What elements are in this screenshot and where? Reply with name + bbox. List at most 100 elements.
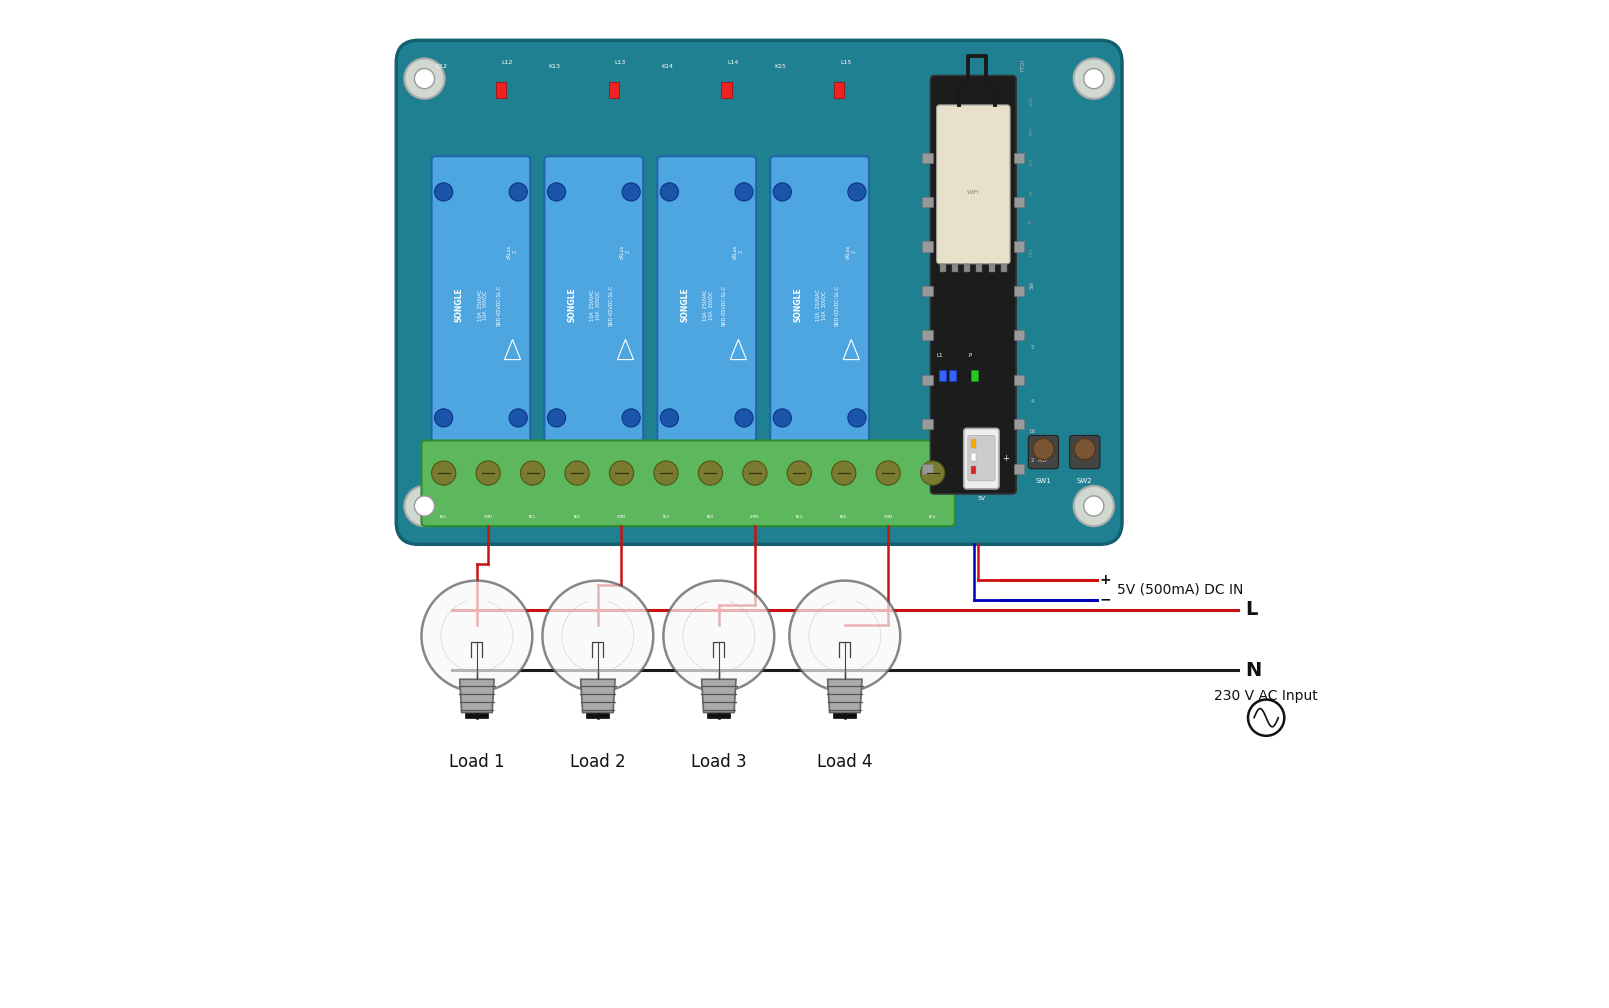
Circle shape [404, 58, 444, 99]
Text: SW1: SW1 [1036, 478, 1051, 484]
Text: SW: SW [1030, 281, 1035, 288]
Text: SW2: SW2 [1076, 478, 1093, 484]
FancyBboxPatch shape [936, 105, 1010, 264]
Text: SRD-05VDC-SL-C: SRD-05VDC-SL-C [835, 284, 840, 326]
Text: L: L [1245, 601, 1257, 619]
Text: Load 1: Load 1 [449, 753, 505, 771]
Text: NC3: NC3 [796, 515, 803, 519]
Circle shape [663, 581, 774, 691]
Circle shape [434, 182, 452, 201]
Circle shape [415, 496, 434, 516]
Text: A/D: A/D [1038, 458, 1047, 463]
Circle shape [735, 182, 753, 201]
Text: Load 2: Load 2 [570, 753, 626, 771]
Text: SONGLE: SONGLE [455, 287, 463, 323]
Circle shape [920, 461, 944, 485]
Text: L14: L14 [727, 60, 739, 65]
Text: cRLus
2: cRLus 2 [619, 244, 631, 258]
Text: NO2: NO2 [573, 515, 581, 519]
Bar [1014, 197, 1025, 207]
Text: 10A  250VAC
10A  30VDC: 10A 250VAC 10A 30VDC [591, 289, 602, 321]
Bar [988, 264, 994, 272]
Polygon shape [827, 679, 862, 713]
Bar [922, 464, 933, 474]
Text: 10A  250VAC
10A  30VDC: 10A 250VAC 10A 30VDC [816, 289, 827, 321]
Bar [964, 264, 970, 272]
Circle shape [508, 409, 528, 427]
FancyBboxPatch shape [544, 156, 644, 454]
Circle shape [698, 461, 722, 485]
Bar [940, 264, 946, 272]
Text: 2: 2 [1030, 458, 1035, 463]
Circle shape [547, 409, 566, 427]
Bar [922, 197, 933, 207]
Text: SONGLE: SONGLE [568, 287, 576, 323]
Text: cRLus
2: cRLus 2 [846, 244, 856, 258]
FancyBboxPatch shape [1028, 435, 1059, 469]
Text: 3V3: 3V3 [1030, 157, 1033, 165]
Bar [835, 82, 845, 98]
Circle shape [610, 461, 634, 485]
Circle shape [1033, 438, 1054, 460]
Bar [1014, 152, 1025, 162]
Text: DTR: DTR [1030, 248, 1033, 256]
Circle shape [787, 461, 811, 485]
Text: 16: 16 [1028, 428, 1036, 433]
Circle shape [877, 461, 901, 485]
Text: FTDI: FTDI [1020, 58, 1025, 71]
Text: RTS: RTS [1030, 127, 1033, 135]
Polygon shape [581, 679, 615, 713]
Text: −: − [1101, 593, 1112, 607]
Text: L15: L15 [840, 60, 851, 65]
Circle shape [415, 69, 434, 89]
Bar [1014, 375, 1025, 385]
Text: NO3: NO3 [706, 515, 714, 519]
Circle shape [422, 581, 533, 691]
Circle shape [431, 461, 455, 485]
Circle shape [565, 461, 589, 485]
Circle shape [547, 182, 566, 201]
Text: SRD-05VDC-SL-C: SRD-05VDC-SL-C [610, 284, 615, 326]
FancyBboxPatch shape [658, 156, 756, 454]
Bar [922, 152, 933, 162]
Text: L13: L13 [615, 60, 626, 65]
Circle shape [653, 461, 677, 485]
FancyBboxPatch shape [930, 76, 1017, 494]
Circle shape [790, 581, 901, 691]
Bar [608, 82, 618, 98]
Circle shape [848, 409, 866, 427]
Bar [1001, 264, 1007, 272]
FancyBboxPatch shape [967, 435, 994, 481]
FancyBboxPatch shape [771, 156, 869, 454]
Text: SONGLE: SONGLE [681, 287, 690, 323]
Circle shape [832, 461, 856, 485]
Bar [977, 264, 983, 272]
Bar [708, 713, 730, 718]
Text: WiFi: WiFi [967, 190, 980, 195]
Text: RX: RX [1030, 188, 1033, 195]
Text: L1: L1 [936, 354, 943, 359]
Bar [922, 286, 933, 296]
Text: COM4: COM4 [883, 515, 893, 519]
Bar [1014, 331, 1025, 341]
Circle shape [660, 409, 679, 427]
Text: 5V: 5V [977, 497, 985, 501]
Bar [721, 82, 732, 98]
Bar [970, 466, 977, 474]
Text: NC1: NC1 [529, 515, 536, 519]
Text: Load 3: Load 3 [690, 753, 747, 771]
Bar [970, 453, 977, 461]
Text: COM3: COM3 [750, 515, 759, 519]
Circle shape [735, 409, 753, 427]
Circle shape [743, 461, 767, 485]
Bar [833, 713, 856, 718]
FancyBboxPatch shape [1070, 435, 1101, 469]
Circle shape [1084, 69, 1104, 89]
FancyBboxPatch shape [396, 40, 1121, 544]
Circle shape [1084, 496, 1104, 516]
Bar [953, 264, 957, 272]
Text: NC2: NC2 [663, 515, 669, 519]
Circle shape [623, 409, 640, 427]
Bar [922, 419, 933, 429]
FancyBboxPatch shape [422, 440, 954, 526]
